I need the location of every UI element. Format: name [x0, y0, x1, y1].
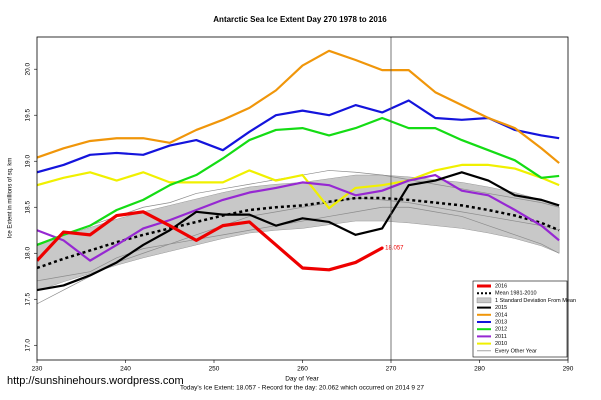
legend-label: 2012 — [495, 327, 507, 333]
y-tick-label: 17.0 — [25, 339, 32, 352]
y-tick-label: 18.0 — [25, 247, 32, 260]
legend-label: 2013 — [495, 319, 507, 325]
legend-label: Mean 1981-2010 — [495, 291, 537, 297]
series-line — [37, 49, 560, 164]
legend-label: 2015 — [495, 305, 507, 311]
last-point — [380, 246, 384, 250]
footer: Today's Ice Extent: 18.057 - Record for … — [180, 385, 424, 392]
y-tick-label: 17.5 — [25, 293, 32, 306]
legend-label: 2010 — [495, 341, 507, 347]
y-axis-label: Ice Extent in millions of sq. km — [8, 158, 14, 239]
last-value-label: 18.057 — [385, 246, 404, 252]
x-tick-label: 250 — [209, 366, 220, 373]
series-line — [37, 99, 560, 174]
x-tick-label: 270 — [386, 366, 397, 373]
chart-title: Antarctic Sea Ice Extent Day 270 1978 to… — [213, 15, 387, 24]
legend-label: 2011 — [495, 334, 507, 340]
series-line — [37, 210, 383, 272]
legend-label: 1 Standard Deviation From Mean — [495, 298, 576, 304]
x-axis-label: Day of Year — [285, 376, 319, 383]
y-tick-label: 19.0 — [25, 155, 32, 168]
watermark: http://sunshinehours.wordpress.com — [7, 375, 184, 387]
y-tick-label: 20.0 — [25, 63, 32, 76]
other-year-line — [37, 206, 560, 282]
std-band — [37, 174, 560, 292]
x-tick-label: 290 — [563, 366, 574, 373]
y-tick-label: 19.5 — [25, 109, 32, 122]
y-tick-label: 18.5 — [25, 201, 32, 214]
x-tick-label: 230 — [32, 366, 43, 373]
series-line — [37, 116, 560, 246]
x-tick-label: 240 — [120, 366, 131, 373]
legend-label: Every Other Year — [495, 348, 537, 354]
x-tick-label: 280 — [474, 366, 485, 373]
legend-label: 2014 — [495, 312, 507, 318]
series-line — [37, 173, 560, 262]
other-year-line — [37, 197, 560, 305]
series-line — [37, 163, 560, 210]
legend-swatch — [476, 297, 492, 304]
legend-label: 2016 — [495, 283, 507, 289]
plot — [37, 49, 560, 305]
x-tick-label: 260 — [297, 366, 308, 373]
series-line — [37, 171, 560, 292]
